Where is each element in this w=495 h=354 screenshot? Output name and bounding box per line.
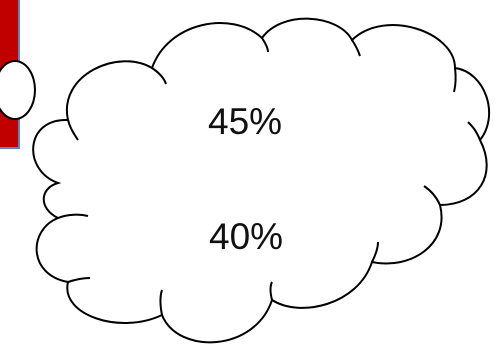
cloud-curl <box>57 213 89 219</box>
cloud-curl <box>371 241 379 263</box>
cloud-curl <box>467 121 481 141</box>
cloud-curl <box>67 119 79 141</box>
value-label-upper: 45% <box>208 101 283 142</box>
cloud-curl <box>269 281 273 301</box>
cloud-curl <box>67 277 91 283</box>
cloud-curl <box>453 67 457 93</box>
cloud-curl <box>423 185 441 206</box>
cloud-curl <box>151 67 167 85</box>
cloud-curl <box>351 39 361 57</box>
value-label-lower: 40% <box>209 216 284 257</box>
small-thought-bubble <box>0 60 36 120</box>
cloud-curl <box>159 289 163 316</box>
cloud-curl <box>261 37 269 53</box>
cloud-outline <box>32 17 490 344</box>
